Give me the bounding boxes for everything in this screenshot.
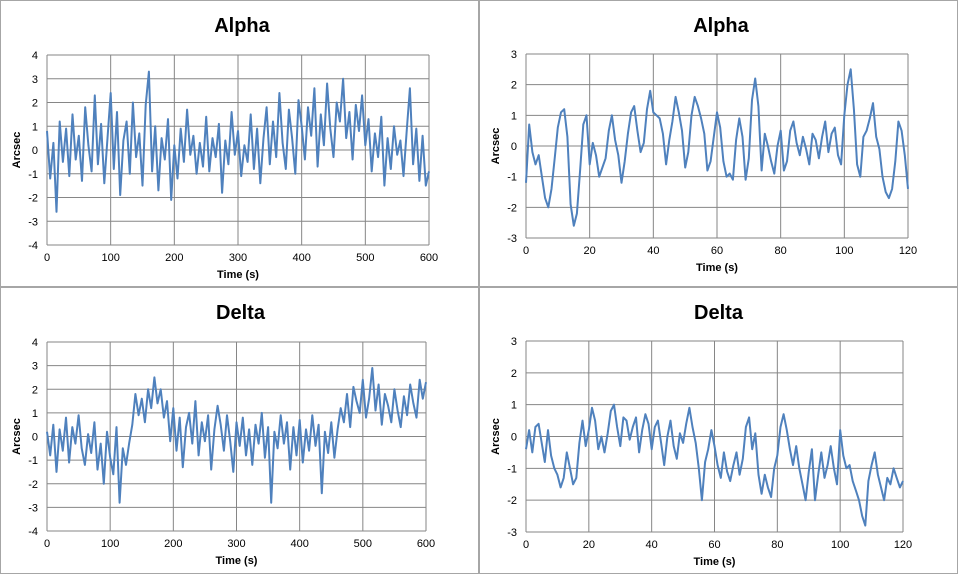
chart-svg: Delta -4 -3 -2 -1 0 1 2 3 4 0 100 200 300 400 500 600 Tim… xyxy=(11,302,435,567)
y-tick-label: 3 xyxy=(32,74,38,86)
y-tick-label: -3 xyxy=(28,216,38,228)
y-tick-label: 0 xyxy=(32,145,38,157)
x-tick-label: 60 xyxy=(711,245,723,257)
x-tick-label: 0 xyxy=(523,245,529,257)
chart-panel-alpha-120s: Alpha -3 -2 -1 0 1 2 3 0 20 40 60 80 100 120 Time (s) Ar… xyxy=(479,0,958,287)
chart-title: Alpha xyxy=(214,15,270,37)
y-tick-label: 1 xyxy=(511,110,517,122)
x-tick-label: 100 xyxy=(101,538,119,550)
series-line xyxy=(525,68,909,227)
y-axis-label: Arcsec xyxy=(11,418,23,455)
chart-svg: Delta -3 -2 -1 0 1 2 3 0 20 40 60 80 100 120 Time (s) Ar… xyxy=(490,302,912,568)
y-tick-label: -1 xyxy=(28,455,38,467)
y-axis-label: Arcsec xyxy=(11,132,23,169)
y-tick-label: -1 xyxy=(507,463,517,475)
y-tick-label: -3 xyxy=(507,527,517,539)
y-tick-label: 0 xyxy=(511,141,517,153)
x-tick-label: 600 xyxy=(420,252,438,264)
y-tick-label: 2 xyxy=(511,368,517,380)
y-tick-label: -3 xyxy=(507,233,517,245)
chart-svg: Alpha -3 -2 -1 0 1 2 3 0 20 40 60 80 100 120 Time (s) Ar… xyxy=(490,15,917,274)
y-tick-label: -1 xyxy=(28,169,38,181)
x-tick-label: 100 xyxy=(835,245,853,257)
chart-panel-alpha-600s: Alpha -4 -3 -2 -1 0 1 2 3 4 0 100 200 300 400 500 600 Tim… xyxy=(0,0,479,287)
y-tick-label: -3 xyxy=(28,502,38,514)
y-tick-label: 2 xyxy=(32,384,38,396)
x-tick-label: 300 xyxy=(229,252,247,264)
chart-panel-delta-120s: Delta -3 -2 -1 0 1 2 3 0 20 40 60 80 100 120 Time (s) Ar… xyxy=(479,287,958,574)
x-axis-label: Time (s) xyxy=(216,555,258,567)
x-tick-label: 20 xyxy=(583,539,595,551)
x-tick-label: 0 xyxy=(523,539,529,551)
x-axis-label: Time (s) xyxy=(696,262,738,274)
x-tick-label: 400 xyxy=(290,538,308,550)
x-tick-label: 500 xyxy=(354,538,372,550)
y-tick-label: 3 xyxy=(511,336,517,348)
series-line xyxy=(46,367,427,504)
y-tick-label: 4 xyxy=(32,337,38,349)
y-tick-label: -1 xyxy=(507,172,517,184)
x-tick-label: 500 xyxy=(356,252,374,264)
y-tick-label: 1 xyxy=(32,408,38,420)
x-tick-label: 40 xyxy=(646,539,658,551)
chart-title: Alpha xyxy=(693,15,749,37)
series-line xyxy=(46,70,430,213)
x-tick-label: 20 xyxy=(584,245,596,257)
x-tick-label: 80 xyxy=(775,245,787,257)
y-axis-label: Arcsec xyxy=(490,418,502,455)
x-tick-label: 200 xyxy=(164,538,182,550)
x-tick-label: 100 xyxy=(101,252,119,264)
y-axis-label: Arcsec xyxy=(490,128,502,165)
y-tick-label: 4 xyxy=(32,50,38,62)
y-tick-label: -4 xyxy=(28,526,38,538)
y-tick-label: 0 xyxy=(32,432,38,444)
x-tick-label: 120 xyxy=(894,539,912,551)
y-tick-label: 0 xyxy=(511,432,517,444)
x-tick-label: 400 xyxy=(292,252,310,264)
chart-title: Delta xyxy=(694,302,744,324)
x-tick-label: 80 xyxy=(771,539,783,551)
chart-title: Delta xyxy=(216,302,266,324)
x-axis-label: Time (s) xyxy=(694,556,736,568)
x-axis-label: Time (s) xyxy=(217,269,259,281)
y-tick-label: 3 xyxy=(511,49,517,61)
x-tick-label: 600 xyxy=(417,538,435,550)
y-tick-label: 2 xyxy=(32,98,38,110)
x-tick-label: 300 xyxy=(227,538,245,550)
y-tick-label: 3 xyxy=(32,361,38,373)
chart-svg: Alpha -4 -3 -2 -1 0 1 2 3 4 0 100 200 300 400 500 600 Tim… xyxy=(11,15,438,281)
y-tick-label: 1 xyxy=(511,400,517,412)
y-tick-label: -2 xyxy=(507,495,517,507)
x-tick-label: 0 xyxy=(44,538,50,550)
y-tick-label: -2 xyxy=(28,479,38,491)
y-tick-label: -2 xyxy=(28,193,38,205)
x-tick-label: 200 xyxy=(165,252,183,264)
y-tick-label: 1 xyxy=(32,121,38,133)
series-line xyxy=(525,403,904,527)
x-tick-label: 60 xyxy=(708,539,720,551)
y-tick-label: -4 xyxy=(28,240,38,252)
y-tick-label: -2 xyxy=(507,202,517,214)
y-tick-label: 2 xyxy=(511,80,517,92)
chart-panel-delta-600s: Delta -4 -3 -2 -1 0 1 2 3 4 0 100 200 300 400 500 600 Tim… xyxy=(0,287,479,574)
x-tick-label: 120 xyxy=(899,245,917,257)
x-tick-label: 40 xyxy=(647,245,659,257)
x-tick-label: 0 xyxy=(44,252,50,264)
x-tick-label: 100 xyxy=(831,539,849,551)
